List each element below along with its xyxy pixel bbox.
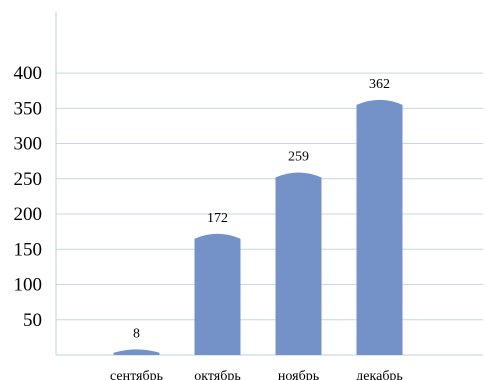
y-tick-label: 400: [14, 63, 43, 84]
category-label: ноябрь: [278, 369, 319, 380]
gridlines: [56, 72, 483, 321]
data-label: 172: [207, 211, 228, 226]
data-label: 362: [369, 77, 390, 92]
data-label: 259: [288, 149, 309, 164]
category-labels: сентябрь октябрь ноябрь декабрь: [110, 369, 403, 380]
category-label: сентябрь: [110, 369, 163, 380]
y-tick-label: 350: [14, 98, 43, 119]
data-label: 8: [133, 326, 140, 341]
category-label: декабрь: [356, 369, 403, 380]
axes: [55, 12, 483, 356]
y-tick-label: 150: [14, 239, 43, 260]
y-tick-label: 100: [14, 275, 43, 296]
y-tick-label: 50: [23, 310, 42, 331]
y-tick-labels: 50 100 150 200 250 300 350 400: [14, 63, 43, 331]
category-label: октябрь: [194, 369, 241, 380]
bar-сентябрь: [113, 349, 160, 355]
y-tick-label: 250: [14, 169, 43, 190]
data-labels: 8 172 259 362: [133, 77, 390, 341]
y-tick-label: 300: [14, 134, 43, 155]
bar-октябрь: [194, 233, 241, 355]
y-tick-label: 200: [14, 204, 43, 225]
bar-ноябрь: [275, 172, 322, 355]
bars: [113, 99, 403, 355]
bar-декабрь: [356, 99, 403, 355]
